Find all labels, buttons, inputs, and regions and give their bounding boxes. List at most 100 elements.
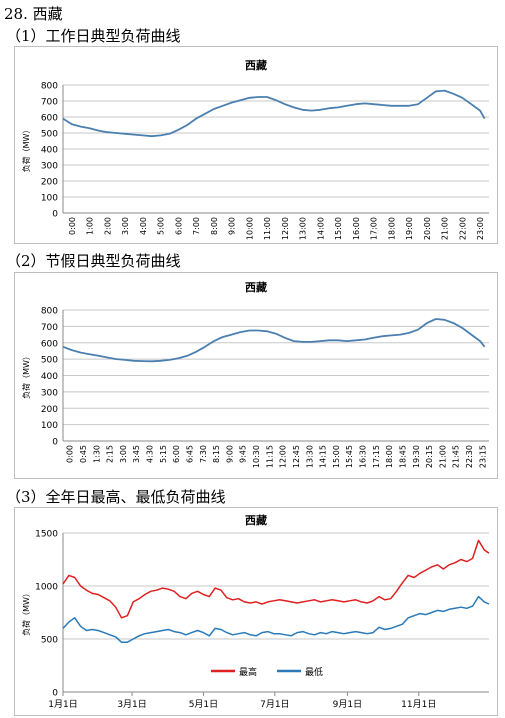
y-tick-label: 800 <box>41 307 58 317</box>
x-tick-label: 7:00 <box>192 217 201 235</box>
x-tick-label: 18:00 <box>387 217 396 240</box>
chart-3-heading: （3）全年日最高、最低负荷曲线 <box>6 488 226 506</box>
x-tick-label: 10:30 <box>252 445 261 468</box>
x-tick-label: 15:45 <box>345 445 354 468</box>
x-tick-label: 12:45 <box>292 445 301 468</box>
y-tick-label: 300 <box>41 162 58 172</box>
x-tick-label: 4:00 <box>139 217 148 235</box>
y-tick-label: 0 <box>52 210 58 220</box>
x-tick-label: 11:15 <box>265 445 274 468</box>
x-tick-label: 0:45 <box>79 445 88 463</box>
chart-1-svg: 西藏 0 100 200 300 400 500 600 700 800 负荷（MW） 0:00 1:0… <box>21 58 489 240</box>
x-tick-label: 3:00 <box>121 217 130 235</box>
x-tick-label: 1:00 <box>86 217 95 235</box>
y-axis-label: 负荷（MW） <box>21 126 31 173</box>
x-tick-label: 1月1日 <box>48 699 77 710</box>
chart-2-heading: （2）节假日典型负荷曲线 <box>6 252 181 270</box>
x-tick-label: 9:00 <box>225 445 234 463</box>
y-tick-label: 1000 <box>35 583 58 593</box>
x-tick-label: 22:30 <box>465 445 474 468</box>
x-tick-label: 16:30 <box>359 445 368 468</box>
x-tick-label: 6:45 <box>185 445 194 463</box>
x-tick-label: 0:00 <box>66 445 75 463</box>
x-tick-label: 3月1日 <box>117 699 146 710</box>
y-tick-label: 400 <box>41 146 58 156</box>
series-line-1 <box>62 89 486 138</box>
x-tick-label: 8:15 <box>212 445 221 463</box>
chart-3-panel: 西藏 0 500 1000 1500 负荷（MW） 1月1日 3月1日 5月1日 7月1日 9月1日… <box>14 507 498 716</box>
series-line-2 <box>62 595 490 643</box>
section-title: 28. 西藏 <box>4 5 63 23</box>
y-tick-label: 400 <box>41 372 58 382</box>
x-tick-label: 18:00 <box>385 445 394 468</box>
y-tick-label: 700 <box>41 323 58 333</box>
x-tick-label: 19:30 <box>412 445 421 468</box>
y-tick-label: 500 <box>41 636 58 646</box>
x-tick-label: 13:00 <box>299 217 308 240</box>
y-tick-label: 800 <box>41 82 58 92</box>
x-tick-label: 5月1日 <box>189 699 218 710</box>
x-tick-label: 21:00 <box>441 217 450 240</box>
x-tick-label: 23:15 <box>478 445 487 468</box>
chart-2-svg: 西藏 0 100 200 300 400 500 600 700 800 负荷（MW） 0:00 0:4… <box>21 280 489 468</box>
x-tick-label: 8:00 <box>210 217 219 235</box>
x-tick-label: 21:00 <box>438 445 447 468</box>
y-tick-label: 500 <box>41 356 58 366</box>
x-tick-label: 3:45 <box>132 445 141 463</box>
x-tick-label: 15:00 <box>332 445 341 468</box>
x-tick-label: 17:15 <box>372 445 381 468</box>
x-tick-label: 4:30 <box>146 445 155 463</box>
chart-1-panel: 西藏 0 100 200 300 400 500 600 700 800 负荷（MW） 0:00 1:0… <box>14 46 498 244</box>
y-tick-label: 1500 <box>35 530 58 540</box>
y-axis-label: 负荷（MW） <box>21 352 31 399</box>
chart-3-svg: 西藏 0 500 1000 1500 负荷（MW） 1月1日 3月1日 5月1日 7月1日 9月1日… <box>21 513 490 710</box>
y-tick-label: 600 <box>41 339 58 349</box>
series-line-1 <box>62 318 486 363</box>
legend-label-2: 最低 <box>305 666 323 678</box>
x-tick-label: 12:00 <box>281 217 290 240</box>
x-tick-label: 7:30 <box>199 445 208 463</box>
x-tick-label: 9:00 <box>228 217 237 235</box>
x-tick-label: 0:00 <box>68 217 77 235</box>
x-tick-label: 5:00 <box>157 217 166 235</box>
x-tick-label: 20:15 <box>425 445 434 468</box>
chart-1-heading: （1）工作日典型负荷曲线 <box>6 27 181 45</box>
legend-label-1: 最高 <box>239 666 257 678</box>
y-tick-label: 100 <box>41 421 58 431</box>
chart-title: 西藏 <box>245 58 267 72</box>
y-tick-label: 600 <box>41 114 58 124</box>
x-tick-label: 18:45 <box>398 445 407 468</box>
x-tick-label: 5:15 <box>159 445 168 463</box>
x-tick-label: 9月1日 <box>333 699 362 710</box>
x-tick-label: 11月1日 <box>401 699 436 710</box>
x-tick-label: 19:00 <box>405 217 414 240</box>
x-tick-label: 14:15 <box>319 445 328 468</box>
x-tick-label: 23:00 <box>476 217 485 240</box>
y-tick-label: 200 <box>41 178 58 188</box>
series-line-1 <box>62 539 490 619</box>
x-tick-label: 3:00 <box>119 445 128 463</box>
x-tick-label: 6:00 <box>172 445 181 463</box>
x-tick-label: 22:00 <box>458 217 467 240</box>
x-tick-label: 7月1日 <box>260 699 289 710</box>
y-tick-label: 300 <box>41 388 58 398</box>
y-tick-label: 700 <box>41 98 58 108</box>
x-tick-label: 12:00 <box>279 445 288 468</box>
x-tick-label: 10:00 <box>245 217 254 240</box>
y-tick-label: 500 <box>41 130 58 140</box>
x-tick-label: 17:00 <box>370 217 379 240</box>
x-tick-label: 6:00 <box>174 217 183 235</box>
x-tick-label: 15:00 <box>334 217 343 240</box>
y-tick-label: 100 <box>41 194 58 204</box>
x-tick-label: 16:00 <box>352 217 361 240</box>
x-tick-label: 20:00 <box>423 217 432 240</box>
x-tick-label: 21:45 <box>452 445 461 468</box>
y-tick-label: 0 <box>52 438 58 448</box>
x-tick-label: 11:00 <box>263 217 272 240</box>
x-tick-label: 9:45 <box>239 445 248 463</box>
y-axis-label: 负荷（MW） <box>21 589 31 636</box>
x-tick-label: 2:15 <box>106 445 115 463</box>
y-tick-label: 200 <box>41 405 58 415</box>
x-tick-label: 14:00 <box>316 217 325 240</box>
x-tick-label: 2:00 <box>103 217 112 235</box>
